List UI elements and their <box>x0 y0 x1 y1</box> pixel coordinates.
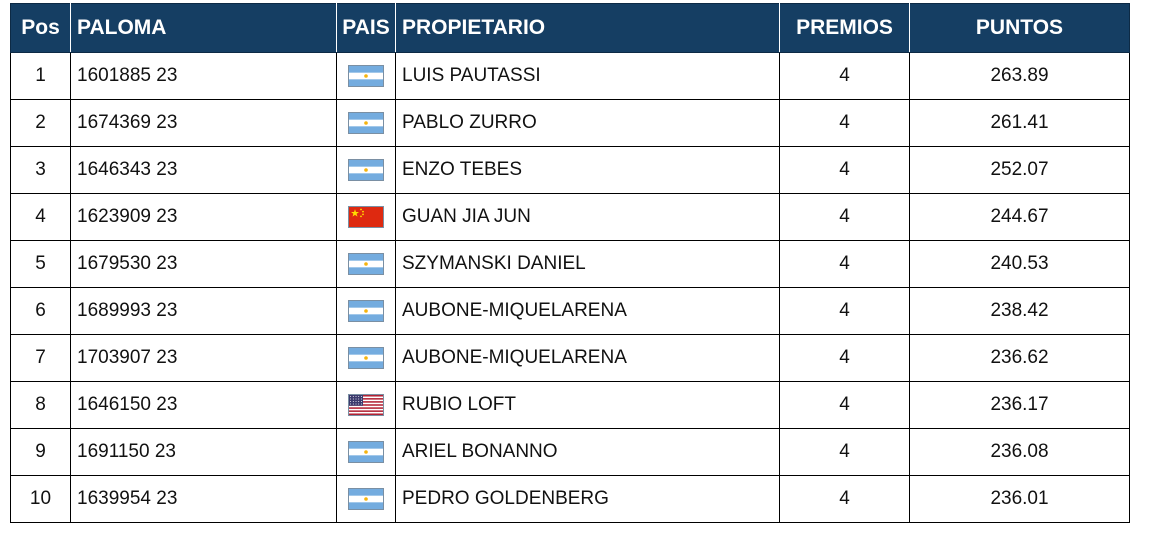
cell-propietario: SZYMANSKI DANIEL <box>395 240 780 288</box>
cell-pos: 7 <box>10 334 71 382</box>
cell-premios: 4 <box>779 475 910 523</box>
cell-pais <box>336 240 396 288</box>
cell-pos: 5 <box>10 240 71 288</box>
table-row: 1 1601885 23 LUIS PAUTASSI 4 263.89 <box>10 52 1130 100</box>
header-puntos: PUNTOS <box>909 3 1130 53</box>
header-pais: PAIS <box>336 3 396 53</box>
cell-pais <box>336 99 396 147</box>
argentina-flag-icon <box>349 441 383 462</box>
table-row: 10 1639954 23 PEDRO GOLDENBERG 4 236.01 <box>10 475 1130 523</box>
argentina-flag-icon <box>349 65 383 86</box>
cell-puntos: 236.01 <box>909 475 1130 523</box>
cell-propietario: ENZO TEBES <box>395 146 780 194</box>
argentina-flag-icon <box>349 112 383 133</box>
cell-paloma: 1646343 23 <box>70 146 337 194</box>
cell-pais <box>336 428 396 476</box>
argentina-flag-icon <box>349 347 383 368</box>
table-row: 2 1674369 23 PABLO ZURRO 4 261.41 <box>10 99 1130 147</box>
china-flag-icon <box>349 206 383 227</box>
cell-puntos: 252.07 <box>909 146 1130 194</box>
cell-puntos: 263.89 <box>909 52 1130 100</box>
cell-propietario: ARIEL BONANNO <box>395 428 780 476</box>
cell-propietario: AUBONE-MIQUELARENA <box>395 287 780 335</box>
cell-puntos: 240.53 <box>909 240 1130 288</box>
cell-paloma: 1623909 23 <box>70 193 337 241</box>
cell-puntos: 238.42 <box>909 287 1130 335</box>
cell-premios: 4 <box>779 428 910 476</box>
argentina-flag-icon <box>349 300 383 321</box>
table-row: 6 1689993 23 AUBONE-MIQUELARENA 4 238.42 <box>10 287 1130 335</box>
cell-paloma: 1674369 23 <box>70 99 337 147</box>
table-row: 7 1703907 23 AUBONE-MIQUELARENA 4 236.62 <box>10 334 1130 382</box>
cell-paloma: 1679530 23 <box>70 240 337 288</box>
cell-pais <box>336 475 396 523</box>
cell-pais <box>336 193 396 241</box>
cell-paloma: 1689993 23 <box>70 287 337 335</box>
usa-flag-icon <box>349 394 383 415</box>
cell-premios: 4 <box>779 381 910 429</box>
cell-premios: 4 <box>779 146 910 194</box>
cell-pais <box>336 381 396 429</box>
cell-propietario: PABLO ZURRO <box>395 99 780 147</box>
cell-premios: 4 <box>779 287 910 335</box>
argentina-flag-icon <box>349 488 383 509</box>
cell-propietario: GUAN JIA JUN <box>395 193 780 241</box>
cell-premios: 4 <box>779 193 910 241</box>
header-pos: Pos <box>10 3 71 53</box>
header-row: Pos PALOMA PAIS PROPIETARIO PREMIOS PUNT… <box>10 3 1130 53</box>
table-header: Pos PALOMA PAIS PROPIETARIO PREMIOS PUNT… <box>10 3 1130 53</box>
ranking-table: Pos PALOMA PAIS PROPIETARIO PREMIOS PUNT… <box>10 3 1130 523</box>
cell-puntos: 244.67 <box>909 193 1130 241</box>
table-row: 5 1679530 23 SZYMANSKI DANIEL 4 240.53 <box>10 240 1130 288</box>
cell-premios: 4 <box>779 240 910 288</box>
cell-pos: 3 <box>10 146 71 194</box>
argentina-flag-icon <box>349 159 383 180</box>
cell-puntos: 236.17 <box>909 381 1130 429</box>
cell-propietario: AUBONE-MIQUELARENA <box>395 334 780 382</box>
argentina-flag-icon <box>349 253 383 274</box>
cell-propietario: PEDRO GOLDENBERG <box>395 475 780 523</box>
cell-paloma: 1639954 23 <box>70 475 337 523</box>
table-row: 4 1623909 23 GUAN JIA JUN 4 244.67 <box>10 193 1130 241</box>
table-row: 8 1646150 23 RUBIO LOFT 4 236.17 <box>10 381 1130 429</box>
header-premios: PREMIOS <box>779 3 910 53</box>
cell-puntos: 236.62 <box>909 334 1130 382</box>
cell-pos: 4 <box>10 193 71 241</box>
cell-pais <box>336 146 396 194</box>
cell-pais <box>336 52 396 100</box>
cell-pos: 6 <box>10 287 71 335</box>
cell-pos: 8 <box>10 381 71 429</box>
cell-premios: 4 <box>779 52 910 100</box>
cell-paloma: 1646150 23 <box>70 381 337 429</box>
cell-premios: 4 <box>779 334 910 382</box>
cell-premios: 4 <box>779 99 910 147</box>
cell-puntos: 261.41 <box>909 99 1130 147</box>
cell-pos: 10 <box>10 475 71 523</box>
header-propietario: PROPIETARIO <box>395 3 780 53</box>
cell-puntos: 236.08 <box>909 428 1130 476</box>
table-row: 9 1691150 23 ARIEL BONANNO 4 236.08 <box>10 428 1130 476</box>
cell-pais <box>336 287 396 335</box>
cell-propietario: LUIS PAUTASSI <box>395 52 780 100</box>
cell-pos: 1 <box>10 52 71 100</box>
cell-paloma: 1601885 23 <box>70 52 337 100</box>
cell-propietario: RUBIO LOFT <box>395 381 780 429</box>
cell-pais <box>336 334 396 382</box>
table-row: 3 1646343 23 ENZO TEBES 4 252.07 <box>10 146 1130 194</box>
cell-pos: 2 <box>10 99 71 147</box>
cell-pos: 9 <box>10 428 71 476</box>
header-paloma: PALOMA <box>70 3 337 53</box>
table-body: 1 1601885 23 LUIS PAUTASSI 4 263.89 2 16… <box>10 52 1130 523</box>
cell-paloma: 1691150 23 <box>70 428 337 476</box>
cell-paloma: 1703907 23 <box>70 334 337 382</box>
